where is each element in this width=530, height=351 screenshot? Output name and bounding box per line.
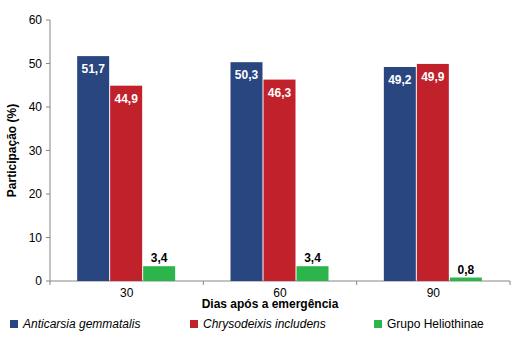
y-tick-label: 10 bbox=[29, 231, 43, 245]
legend-label: Chrysodeixis includens bbox=[203, 317, 326, 331]
bar bbox=[231, 62, 263, 281]
chart: 0 10 20 30 40 50 60 51,7 50,3 49,2 44,9 46,3 49,9 3,4… bbox=[0, 0, 530, 351]
legend-swatch bbox=[190, 320, 198, 328]
bar bbox=[384, 67, 416, 281]
data-label: 3,4 bbox=[151, 251, 168, 265]
data-label: 51,7 bbox=[81, 62, 105, 76]
data-label: 3,4 bbox=[304, 251, 321, 265]
y-axis bbox=[50, 20, 51, 281]
legend-label: Grupo Heliothinae bbox=[387, 317, 484, 331]
data-label: 50,3 bbox=[235, 68, 259, 82]
y-tick bbox=[46, 150, 50, 151]
data-label: 46,3 bbox=[268, 86, 292, 100]
y-tick-label: 60 bbox=[29, 13, 43, 27]
legend-label: Anticarsia gemmatalis bbox=[22, 317, 140, 331]
bar bbox=[110, 86, 142, 281]
y-tick-label: 50 bbox=[29, 57, 43, 71]
bar bbox=[143, 266, 175, 281]
y-tick-label: 20 bbox=[29, 187, 43, 201]
y-tick bbox=[46, 20, 50, 21]
x-tick bbox=[356, 281, 357, 285]
bar bbox=[77, 56, 109, 281]
y-tick bbox=[46, 281, 50, 282]
y-tick-label: 40 bbox=[29, 100, 43, 114]
bars bbox=[77, 56, 482, 281]
y-axis-title: Participação (%) bbox=[5, 104, 19, 197]
bar bbox=[450, 278, 482, 281]
data-label: 0,8 bbox=[457, 263, 474, 277]
x-tick-label: 30 bbox=[120, 286, 134, 300]
y-tick-label: 30 bbox=[29, 144, 43, 158]
legend-swatch bbox=[10, 320, 18, 328]
bar bbox=[264, 80, 296, 281]
legend-swatch bbox=[374, 320, 382, 328]
y-tick bbox=[46, 237, 50, 238]
y-tick bbox=[46, 63, 50, 64]
bar bbox=[417, 64, 449, 281]
x-tick-label: 90 bbox=[427, 286, 441, 300]
y-tick bbox=[46, 107, 50, 108]
y-tick-label: 0 bbox=[35, 274, 42, 288]
y-tick bbox=[46, 194, 50, 195]
data-label: 44,9 bbox=[114, 92, 138, 106]
data-label: 49,9 bbox=[421, 70, 445, 84]
x-tick bbox=[203, 281, 204, 285]
x-axis-title: Dias após a emergência bbox=[202, 297, 339, 311]
x-tick bbox=[510, 281, 511, 285]
data-label: 49,2 bbox=[388, 73, 412, 87]
x-tick bbox=[50, 281, 51, 285]
bar bbox=[297, 266, 329, 281]
